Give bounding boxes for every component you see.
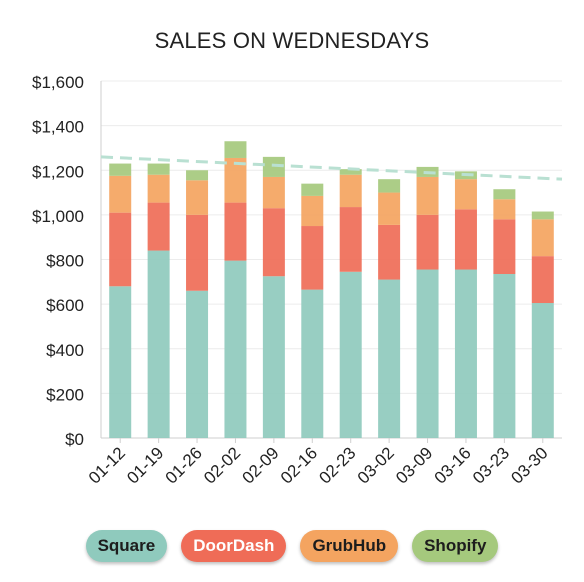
bar-shopify-02-16 (301, 183, 324, 196)
x-tick-label: 02-23 (315, 443, 359, 487)
bar-doordash-02-09 (262, 208, 285, 277)
bar-square-03-23 (493, 274, 516, 438)
legend-grubhub-button[interactable]: GrubHub (300, 530, 399, 562)
bar-grubhub-01-26 (186, 180, 209, 215)
x-tick-label: 03-02 (354, 443, 398, 487)
bar-square-02-23 (339, 271, 362, 438)
x-tick-label: 01-19 (123, 443, 167, 487)
bar-grubhub-03-09 (416, 176, 439, 215)
bar-square-02-16 (301, 289, 324, 438)
legend-doordash-button[interactable]: DoorDash (181, 530, 287, 562)
bar-doordash-01-19 (147, 202, 170, 251)
bar-grubhub-03-02 (378, 192, 401, 225)
bar-shopify-01-26 (186, 170, 209, 181)
bar-square-03-02 (378, 279, 401, 438)
x-tick-label: 03-23 (469, 443, 513, 487)
y-tick-label: $1,000 (32, 207, 84, 226)
bar-grubhub-03-30 (531, 219, 554, 257)
bar-square-02-09 (262, 276, 285, 438)
x-tick-label: 01-12 (85, 443, 129, 487)
x-tick-label: 03-30 (507, 443, 551, 487)
trendline (100, 155, 563, 181)
bar-grubhub-02-23 (339, 174, 362, 208)
bar-doordash-03-23 (493, 219, 516, 275)
bar-shopify-03-30 (531, 211, 554, 220)
bar-doordash-02-02 (224, 202, 247, 261)
y-tick-label: $1,200 (32, 162, 84, 181)
y-tick-label: $0 (65, 430, 84, 449)
x-tick-label: 03-16 (431, 443, 475, 487)
bar-grubhub-02-16 (301, 195, 324, 227)
x-tick-label: 02-09 (239, 443, 283, 487)
bar-square-01-26 (186, 290, 209, 438)
bar-shopify-01-12 (109, 163, 132, 176)
y-tick-label: $400 (46, 341, 84, 360)
bar-grubhub-02-09 (262, 176, 285, 209)
bar-grubhub-01-12 (109, 175, 132, 213)
y-tick-label: $1,600 (32, 73, 84, 92)
bar-shopify-03-02 (378, 179, 401, 193)
y-tick-label: $200 (46, 385, 84, 404)
x-tick-label: 02-02 (200, 443, 244, 487)
y-tick-label: $800 (46, 252, 84, 271)
bar-shopify-02-09 (262, 156, 285, 177)
bar-square-03-16 (454, 269, 477, 438)
bar-grubhub-03-23 (493, 199, 516, 220)
chart-legend: Square DoorDash GrubHub Shopify (0, 530, 584, 562)
chart-title: SALES ON WEDNESDAYS (154, 28, 430, 53)
bar-shopify-01-19 (147, 163, 170, 175)
bar-doordash-03-02 (378, 224, 401, 280)
x-tick-label: 03-09 (392, 443, 436, 487)
bar-doordash-03-30 (531, 256, 554, 304)
bar-square-03-09 (416, 269, 439, 438)
legend-shopify-button[interactable]: Shopify (412, 530, 499, 562)
bar-doordash-01-12 (109, 212, 132, 287)
bar-shopify-02-02 (224, 141, 247, 158)
bar-shopify-03-23 (493, 189, 516, 200)
bar-grubhub-02-02 (224, 157, 247, 203)
bar-grubhub-03-16 (454, 179, 477, 210)
bar-square-01-19 (147, 250, 170, 438)
bar-doordash-02-23 (339, 207, 362, 272)
bar-grubhub-01-19 (147, 174, 170, 203)
y-tick-label: $600 (46, 296, 84, 315)
bar-doordash-02-16 (301, 226, 324, 290)
bar-square-01-12 (109, 286, 132, 438)
bar-shopify-02-23 (339, 169, 362, 175)
bar-square-02-02 (224, 260, 247, 438)
bar-doordash-03-09 (416, 214, 439, 270)
bar-square-03-30 (531, 303, 554, 438)
x-tick-label: 02-16 (277, 443, 321, 487)
y-tick-label: $1,400 (32, 118, 84, 137)
x-tick-label: 01-26 (162, 443, 206, 487)
bar-doordash-01-26 (186, 214, 209, 291)
legend-square-button[interactable]: Square (85, 530, 168, 562)
bar-doordash-03-16 (454, 209, 477, 270)
